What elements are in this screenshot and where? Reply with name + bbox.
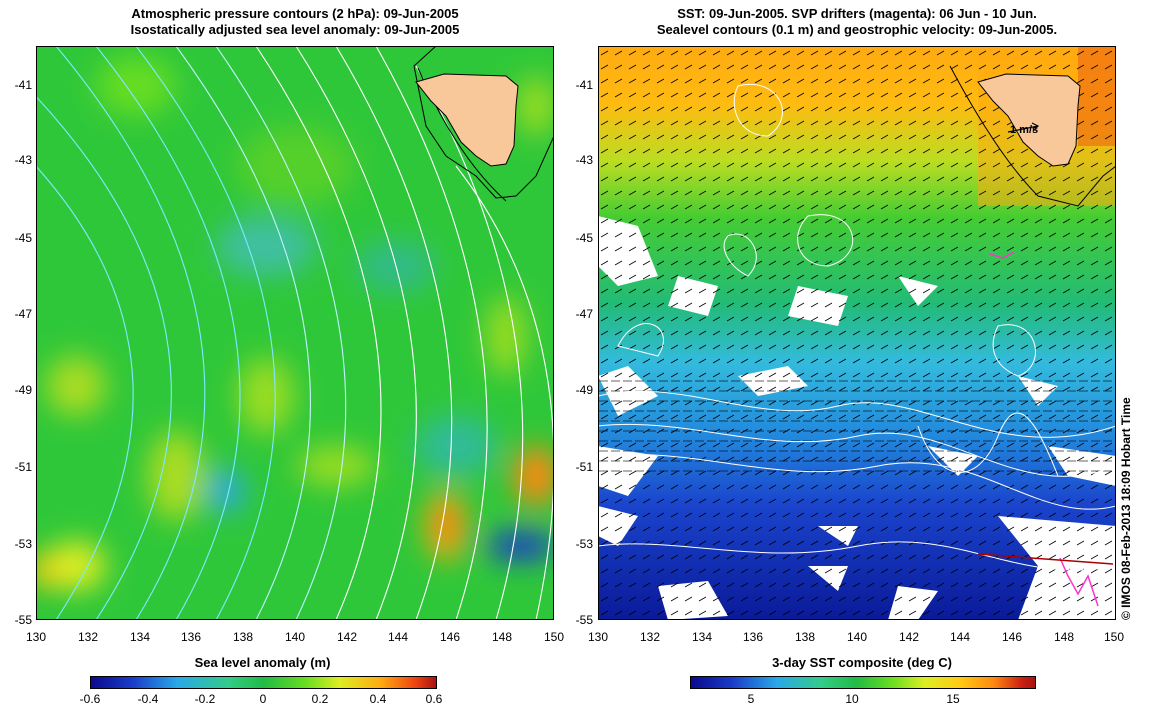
lon-tick-right: 142 (898, 630, 920, 644)
lon-tick-right: 140 (846, 630, 868, 644)
lon-tick-left: 148 (491, 630, 513, 644)
left-title-line2: Isostatically adjusted sea level anomaly… (130, 22, 460, 37)
left-colorbar-tick: 0.6 (425, 692, 443, 706)
lat-tick-left: -55 (14, 613, 32, 627)
lon-tick-left: 146 (439, 630, 461, 644)
left-panel-title: Atmospheric pressure contours (2 hPa): 0… (36, 6, 554, 38)
lon-tick-left: 134 (129, 630, 151, 644)
lat-tick-right: -55 (575, 613, 593, 627)
sea-level-colorbar (90, 676, 437, 689)
lon-tick-left: 150 (543, 630, 565, 644)
right-title-line1: SST: 09-Jun-2005. SVP drifters (magenta)… (677, 6, 1037, 21)
lat-tick-left: -43 (14, 153, 32, 167)
lon-tick-right: 136 (742, 630, 764, 644)
pressure-contours (36, 46, 554, 620)
imos-credit: © IMOS 08-Feb-2013 18:09 Hobart Time (1119, 397, 1133, 620)
lat-tick-left: -49 (14, 383, 32, 397)
lon-tick-right: 150 (1103, 630, 1125, 644)
left-title-line1: Atmospheric pressure contours (2 hPa): 0… (131, 6, 459, 21)
lat-tick-right: -51 (575, 460, 593, 474)
lon-tick-right: 144 (949, 630, 971, 644)
lat-tick-left: -45 (14, 231, 32, 245)
lon-tick-right: 146 (1001, 630, 1023, 644)
lon-tick-right: 130 (587, 630, 609, 644)
tasmania-land (949, 65, 1116, 207)
velocity-scale-arrow (1007, 125, 1039, 133)
lon-tick-right: 148 (1053, 630, 1075, 644)
right-colorbar-tick: 15 (946, 692, 960, 706)
right-colorbar-tick: 5 (747, 692, 755, 706)
lat-tick-right: -43 (575, 153, 593, 167)
lat-tick-left: -53 (14, 537, 32, 551)
lon-tick-left: 142 (336, 630, 358, 644)
lat-tick-right: -53 (575, 537, 593, 551)
sealevel-contours (598, 84, 1116, 571)
lat-tick-right: -49 (575, 383, 593, 397)
velocity-scale-label: 1 m/s (1010, 124, 1039, 136)
lat-tick-left: -51 (14, 460, 32, 474)
lat-tick-right: -45 (575, 231, 593, 245)
right-colorbar-tick: 10 (845, 692, 859, 706)
lat-tick-right: -47 (575, 307, 593, 321)
lon-tick-right: 138 (794, 630, 816, 644)
right-colorbar-label: 3-day SST composite (deg C) (772, 655, 952, 670)
lat-tick-left: -47 (14, 307, 32, 321)
lon-tick-left: 130 (25, 630, 47, 644)
lon-tick-left: 132 (77, 630, 99, 644)
lon-tick-left: 140 (284, 630, 306, 644)
lat-tick-right: -41 (575, 78, 593, 92)
right-title-line2: Sealevel contours (0.1 m) and geostrophi… (656, 22, 1058, 37)
tasmania-land (413, 46, 554, 202)
lon-tick-left: 144 (387, 630, 409, 644)
drifter-track (989, 251, 1015, 259)
sst-colorbar (690, 676, 1036, 689)
left-colorbar-label: Sea level anomaly (m) (194, 655, 331, 670)
lon-tick-right: 134 (691, 630, 713, 644)
lat-tick-left: -41 (14, 78, 32, 92)
sst-map: 1 m/s (598, 46, 1116, 620)
left-colorbar-tick: -0.2 (194, 692, 216, 706)
left-colorbar-tick: 0.2 (311, 692, 329, 706)
left-colorbar-tick: 0 (259, 692, 267, 706)
left-colorbar-tick: -0.4 (137, 692, 159, 706)
left-colorbar-tick: -0.6 (79, 692, 101, 706)
drifter-track (1059, 557, 1099, 607)
right-panel-title: SST: 09-Jun-2005. SVP drifters (magenta)… (598, 6, 1116, 38)
lon-tick-right: 132 (639, 630, 661, 644)
left-colorbar-tick: 0.4 (369, 692, 387, 706)
sea-level-anomaly-map (36, 46, 554, 620)
lon-tick-left: 138 (232, 630, 254, 644)
lon-tick-left: 136 (180, 630, 202, 644)
